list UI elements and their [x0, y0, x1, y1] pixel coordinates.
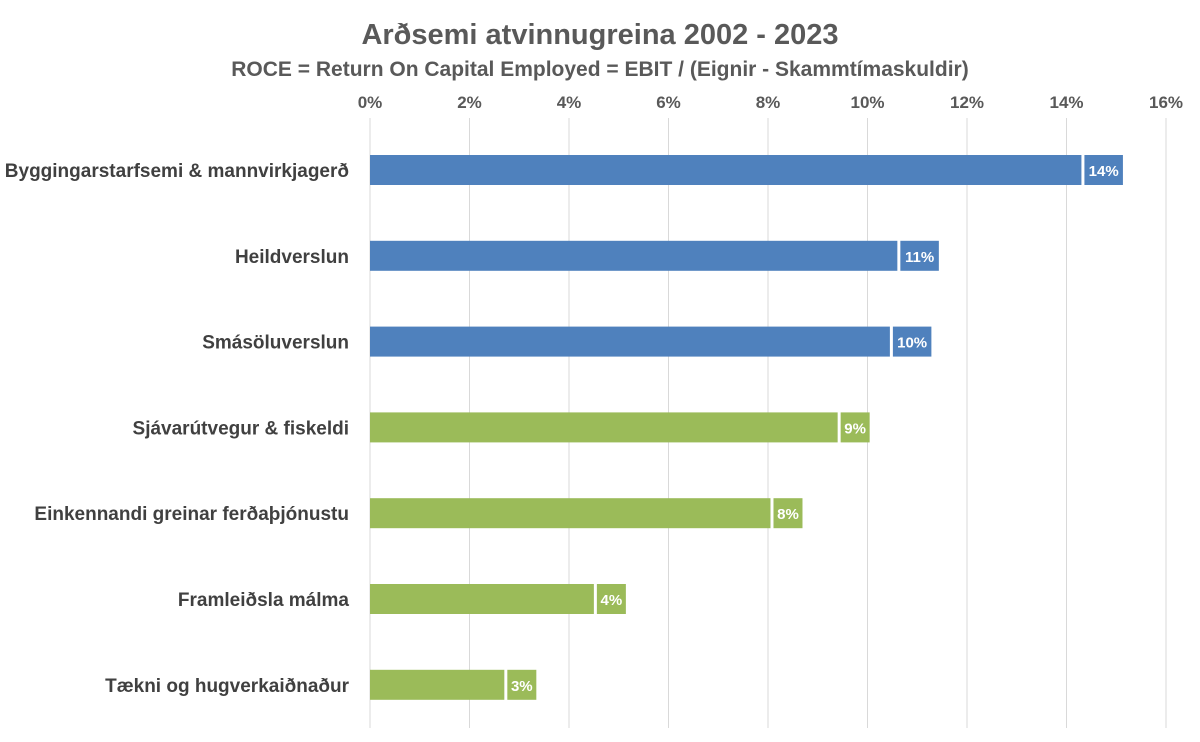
data-label: 14% — [1089, 163, 1119, 180]
chart-subtitle: ROCE = Return On Capital Employed = EBIT… — [231, 58, 968, 81]
x-tick-label: 6% — [656, 93, 681, 112]
x-tick-label: 4% — [557, 93, 582, 112]
bar — [370, 155, 1082, 185]
data-label-box — [1084, 155, 1123, 185]
data-label: 8% — [777, 506, 799, 523]
data-label-box — [507, 669, 537, 700]
category-label: Byggingarstarfsemi & mannvirkjagerð — [5, 161, 349, 182]
x-tick-label: 0% — [358, 93, 383, 112]
bar — [370, 584, 594, 614]
chart-title: Arðsemi atvinnugreina 2002 - 2023 — [361, 19, 838, 51]
bar — [370, 412, 838, 443]
data-label: 10% — [897, 335, 927, 352]
data-label-box — [840, 412, 870, 443]
data-label: 4% — [601, 592, 623, 609]
bar — [370, 326, 890, 357]
x-tick-label: 10% — [850, 93, 884, 112]
x-axis-ticks: 0% 2% 4% 6% 8% 10% 12% 14% 16% — [358, 93, 1183, 112]
x-tick-label: 8% — [756, 93, 781, 112]
category-label: Einkennandi greinar ferðaþjónustu — [34, 504, 349, 525]
category-label: Sjávarútvegur & fiskeldi — [133, 418, 349, 439]
bar — [370, 669, 505, 700]
bar — [370, 498, 771, 529]
data-label: 3% — [511, 678, 533, 695]
bars: 14% 11% 10% 9% 8% 4% 3% — [370, 155, 1123, 700]
data-label-box — [892, 326, 932, 357]
data-label-box — [900, 240, 939, 271]
x-tick-label: 12% — [950, 93, 984, 112]
data-label: 9% — [844, 420, 866, 437]
bar — [370, 240, 898, 271]
data-label-box — [773, 498, 803, 529]
category-label: Tækni og hugverkaiðnaður — [105, 676, 349, 697]
category-label: Framleiðsla málma — [178, 590, 350, 611]
data-label: 11% — [905, 249, 934, 266]
x-tick-label: 2% — [457, 93, 482, 112]
x-tick-label: 16% — [1149, 93, 1183, 112]
x-tick-label: 14% — [1049, 93, 1083, 112]
category-label: Smásöluverslun — [202, 333, 349, 354]
category-label: Heildverslun — [235, 247, 349, 268]
category-labels: Byggingarstarfsemi & mannvirkjagerð Heild… — [5, 161, 350, 697]
data-label-box — [596, 584, 626, 614]
